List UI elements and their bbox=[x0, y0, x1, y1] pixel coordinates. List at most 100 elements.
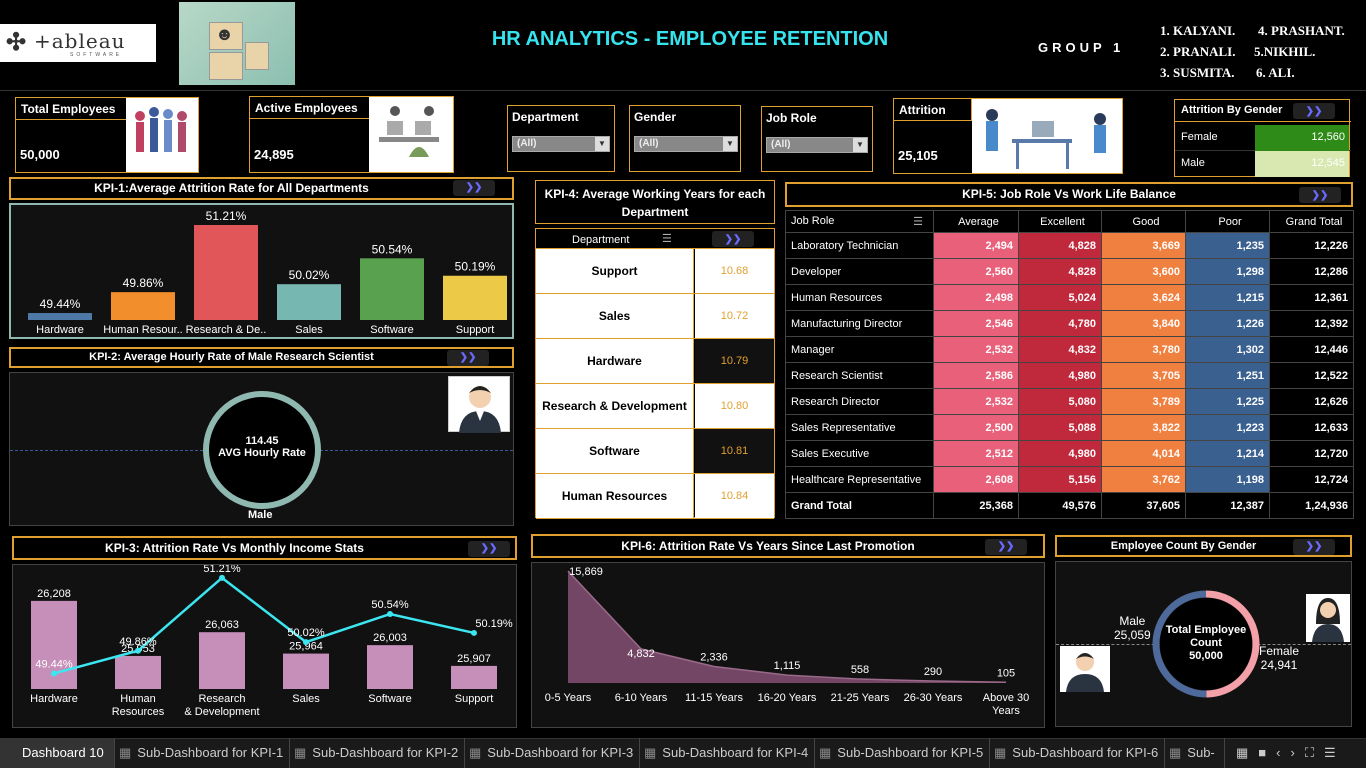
kpi1-bar-chart: 49.44% Hardware 49.86% Human Resour.. 51.21%… bbox=[28, 209, 507, 336]
chevron-down-icon[interactable]: ▼ bbox=[723, 137, 737, 151]
kpi6-data-label: 105 bbox=[997, 667, 1015, 679]
kpi5-cell: 4,980 bbox=[1018, 440, 1102, 467]
tab-sub-dashboard[interactable]: ▦ Sub-Dashboard for KPI-6 bbox=[990, 738, 1165, 768]
kpi4-table: Department ☰ ❯❯ Support 10.68 Sales 10.72 Ha… bbox=[535, 228, 775, 519]
next-icon[interactable]: › bbox=[1290, 745, 1305, 760]
kpi4-row: Software 10.81 bbox=[536, 429, 774, 474]
tab-sub-dashboard[interactable]: ▦ Sub-Dashboard for KPI-1 bbox=[115, 738, 290, 768]
logo-subtext: SOFTWARE bbox=[70, 52, 123, 58]
gender-select[interactable]: (All) ▼ bbox=[634, 136, 738, 152]
kpi5-header-cell[interactable]: Job Role ☰ bbox=[785, 210, 934, 233]
kpi5-header-cell[interactable]: Average bbox=[933, 210, 1019, 233]
gender-count-title: Employee Count By Gender bbox=[1110, 540, 1257, 552]
tab-sub-dashboard[interactable]: ▦ Sub-Dashboard for KPI-5 bbox=[815, 738, 990, 768]
sheet-grid-icon: ▦ bbox=[294, 745, 307, 760]
kpi5-header-cell[interactable]: Excellent bbox=[1018, 210, 1102, 233]
sort-icon[interactable]: ☰ bbox=[913, 216, 923, 228]
kpi5-cell: 1,298 bbox=[1185, 258, 1270, 285]
kpi5-cell: 5,080 bbox=[1018, 388, 1102, 415]
kpi5-cell: 1,302 bbox=[1185, 336, 1270, 363]
kpi5-title-bar: KPI-5: Job Role Vs Work Life Balance ❯❯ bbox=[785, 182, 1353, 207]
kpi5-cell: Developer bbox=[785, 258, 934, 285]
kpi5-cell: Sales Representative bbox=[785, 414, 934, 441]
retention-hero-image: ☻ bbox=[179, 2, 295, 85]
kpi5-cell: 3,600 bbox=[1101, 258, 1186, 285]
kpi6-area bbox=[568, 571, 1006, 683]
kpi4-value: 10.72 bbox=[695, 294, 774, 338]
kpi5-cell: 12,626 bbox=[1269, 388, 1354, 415]
kpi5-header-cell[interactable]: Poor bbox=[1185, 210, 1270, 233]
kpi1-bar bbox=[443, 275, 507, 320]
forward-nav-icon[interactable]: ❯❯ bbox=[985, 539, 1027, 555]
kpi4-value: 10.68 bbox=[695, 249, 774, 293]
menu-icon[interactable]: ☰ bbox=[1323, 745, 1346, 760]
gender-filter[interactable]: Gender (All) ▼ bbox=[629, 105, 741, 172]
kpi3-line-point bbox=[303, 639, 309, 646]
kpi5-cell: 3,762 bbox=[1101, 466, 1186, 493]
job-role-select[interactable]: (All) ▼ bbox=[766, 137, 868, 153]
kpi5-total-row: Grand Total 25,368 49,576 37,605 12,387 1,24,… bbox=[785, 492, 1354, 519]
kpi5-row: Manufacturing Director 2,546 4,780 3,840 1,2… bbox=[785, 310, 1354, 337]
forward-nav-icon[interactable]: ❯❯ bbox=[1293, 103, 1335, 119]
kpi5-row: Developer 2,560 4,828 3,600 1,298 12,286 bbox=[785, 258, 1354, 285]
tab-sub-dashboard[interactable]: ▦Sub-D bbox=[1165, 738, 1225, 768]
job-role-filter[interactable]: Job Role (All) ▼ bbox=[761, 106, 873, 172]
tab-sub-dashboard[interactable]: ▦ Sub-Dashboard for KPI-3 bbox=[465, 738, 640, 768]
kpi4-dept: Human Resources bbox=[536, 474, 694, 518]
sort-icon[interactable]: ☰ bbox=[662, 233, 672, 245]
kpi5-cell: 3,840 bbox=[1101, 310, 1186, 337]
kpi5-cell: 4,832 bbox=[1018, 336, 1102, 363]
prev-icon[interactable]: ‹ bbox=[1276, 745, 1291, 760]
forward-nav-icon[interactable]: ❯❯ bbox=[447, 350, 489, 366]
donut-hole bbox=[1160, 598, 1252, 690]
active-employees-label: Active Employees bbox=[250, 97, 372, 119]
kpi5-cell: 5,156 bbox=[1018, 466, 1102, 493]
kpi1-tick-label: Human Resour.. bbox=[103, 324, 182, 336]
kpi6-data-label: 558 bbox=[851, 664, 869, 676]
attrition-card: Attrition 25,105 bbox=[893, 98, 1123, 174]
kpi5-table: Job Role ☰ Average Excellent Good Poor Grand … bbox=[785, 210, 1354, 519]
department-filter[interactable]: Department (All) ▼ bbox=[507, 105, 615, 172]
kpi5-total-cell: 49,576 bbox=[1018, 492, 1102, 519]
tab-dashboard-10[interactable]: Dashboard 10 bbox=[0, 738, 115, 768]
grid-icon[interactable]: ■ bbox=[1258, 745, 1277, 760]
tab-sub-dashboard[interactable]: ▦ Sub-Dashboard for KPI-4 bbox=[640, 738, 815, 768]
kpi5-cell: 1,225 bbox=[1185, 388, 1270, 415]
kpi3-tick-label: Software bbox=[368, 693, 411, 705]
kpi4-rows: Support 10.68 Sales 10.72 Hardware 10.79 Resea… bbox=[536, 249, 774, 519]
male-avatar-icon bbox=[1060, 646, 1110, 692]
tab-sub-dashboard[interactable]: ▦ Sub-Dashboard for KPI-2 bbox=[290, 738, 465, 768]
kpi5-cell: 2,608 bbox=[933, 466, 1019, 493]
gender-count-panel: Total Employee Count 50,000 Male 25,059 Fem… bbox=[1055, 561, 1352, 727]
filmstrip-icon[interactable]: ▦ bbox=[1236, 745, 1259, 760]
chevron-down-icon[interactable]: ▼ bbox=[595, 137, 609, 151]
person-hand-icon: ☻ bbox=[215, 24, 234, 44]
kpi5-cell: 2,546 bbox=[933, 310, 1019, 337]
kpi5-cell: Laboratory Technician bbox=[785, 232, 934, 259]
forward-nav-icon[interactable]: ❯❯ bbox=[1293, 539, 1335, 555]
kpi6-tick-label: 16-20 Years bbox=[758, 692, 817, 704]
kpi1-tick-label: Hardware bbox=[36, 324, 84, 336]
kpi3-bar-label: 26,063 bbox=[205, 619, 239, 631]
fullscreen-icon[interactable]: ⛶ bbox=[1304, 745, 1324, 760]
gender-donut-chart bbox=[1152, 590, 1260, 698]
forward-nav-icon[interactable]: ❯❯ bbox=[712, 231, 754, 247]
department-select[interactable]: (All) ▼ bbox=[512, 136, 610, 152]
kpi5-header-cell[interactable]: Good bbox=[1101, 210, 1186, 233]
forward-nav-icon[interactable]: ❯❯ bbox=[1299, 187, 1341, 203]
kpi5-header-cell[interactable]: Grand Total bbox=[1269, 210, 1354, 233]
kpi5-row: Manager 2,532 4,832 3,780 1,302 12,446 bbox=[785, 336, 1354, 363]
attrition-label: Attrition bbox=[894, 99, 972, 121]
forward-nav-icon[interactable]: ❯❯ bbox=[453, 180, 495, 196]
kpi5-cell: 4,780 bbox=[1018, 310, 1102, 337]
kpi5-cell: 12,226 bbox=[1269, 232, 1354, 259]
forward-nav-icon[interactable]: ❯❯ bbox=[468, 541, 510, 557]
kpi5-title: KPI-5: Job Role Vs Work Life Balance bbox=[962, 187, 1176, 201]
kpi4-row: Sales 10.72 bbox=[536, 294, 774, 339]
kpi5-row: Healthcare Representative 2,608 5,156 3,762… bbox=[785, 466, 1354, 493]
kpi3-line-point bbox=[471, 629, 477, 636]
kpi4-value: 10.80 bbox=[695, 384, 774, 428]
kpi5-cell: 1,226 bbox=[1185, 310, 1270, 337]
group-label: GROUP 1 bbox=[1038, 40, 1125, 55]
chevron-down-icon[interactable]: ▼ bbox=[853, 138, 867, 152]
